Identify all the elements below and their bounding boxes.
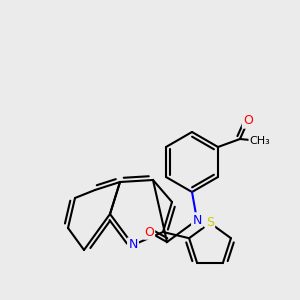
- Text: S: S: [206, 217, 214, 230]
- Text: H: H: [205, 216, 213, 226]
- Text: CH₃: CH₃: [250, 136, 270, 146]
- Text: O: O: [144, 226, 154, 238]
- Text: N: N: [192, 214, 202, 226]
- Text: O: O: [243, 115, 253, 128]
- Text: N: N: [128, 238, 138, 251]
